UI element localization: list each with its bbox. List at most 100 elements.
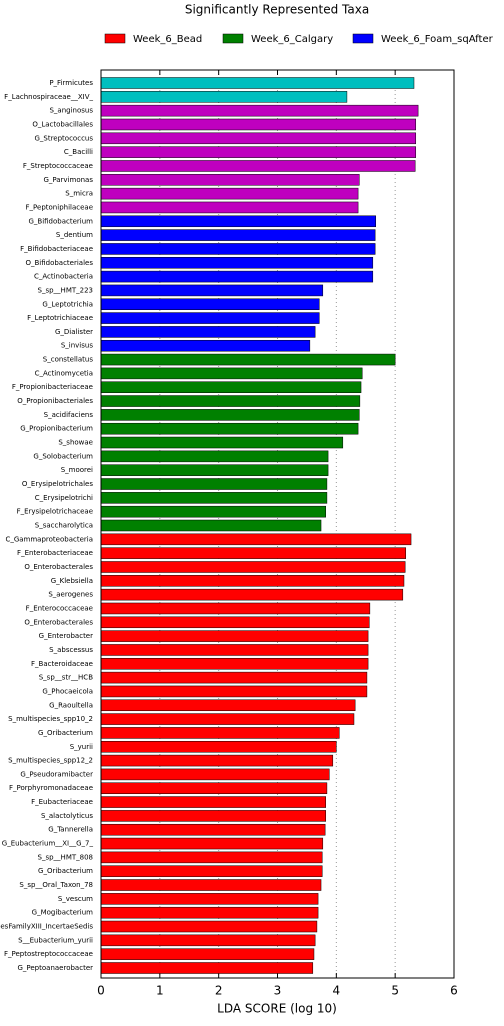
bar bbox=[100, 284, 324, 297]
y-tick-label: G_Oribacterium bbox=[38, 729, 93, 737]
bar bbox=[100, 270, 374, 283]
y-tick-label: F_Porphyromonadaceae bbox=[9, 784, 93, 792]
legend-swatch bbox=[222, 33, 244, 44]
y-tick-label: G_Oribacterium bbox=[38, 867, 93, 875]
y-tick-label: S_moorei bbox=[61, 466, 93, 474]
y-tick-label: F_Propionibacteriaceae bbox=[12, 383, 93, 391]
y-tick-label: S_sp__Oral_Taxon_78 bbox=[19, 881, 93, 889]
bar bbox=[100, 658, 369, 670]
y-tick-label: S_dentium bbox=[56, 231, 93, 239]
y-tick-label: O_Lactobacillales bbox=[32, 120, 93, 128]
y-tick-label: G_Propionibacterium bbox=[20, 425, 93, 433]
y-tick-label: F_Streptococcaceae bbox=[23, 162, 93, 170]
y-tick-label: F_Leptotrichiaceae bbox=[27, 314, 93, 322]
bar bbox=[100, 422, 359, 435]
x-tick-label: 2 bbox=[215, 984, 223, 998]
y-tick-label: F_Bifidobacteriaceae bbox=[20, 245, 93, 253]
bar bbox=[100, 865, 323, 877]
bar bbox=[100, 934, 316, 947]
y-tick-label: G_Peptoanaerobacter bbox=[17, 964, 93, 972]
bar bbox=[100, 948, 315, 960]
y-tick-label: S_sp__str__HCB bbox=[39, 674, 93, 682]
bar bbox=[100, 215, 377, 228]
y-tick-label: O_Bifidobacteriales bbox=[25, 259, 93, 267]
x-tick-label: 6 bbox=[450, 984, 458, 998]
legend-swatch bbox=[352, 33, 374, 44]
bar bbox=[100, 782, 328, 794]
y-tick-label: S__Eubacterium_yurii bbox=[18, 936, 93, 944]
bar bbox=[100, 478, 328, 490]
bar bbox=[100, 547, 407, 559]
bar bbox=[100, 644, 369, 656]
bar bbox=[100, 118, 417, 131]
bar bbox=[100, 77, 415, 89]
bar bbox=[100, 104, 419, 117]
y-tick-label: G_Eubacterium__XI__G_7_ bbox=[2, 840, 94, 848]
bar bbox=[100, 823, 326, 836]
bar bbox=[100, 146, 417, 158]
bar bbox=[100, 630, 369, 642]
y-tick-label: F_Peptoniphilaceae bbox=[26, 203, 93, 211]
legend-label: Week_6_Bead bbox=[133, 34, 202, 45]
y-tick-label: G_Phocaeicola bbox=[42, 687, 93, 695]
bar bbox=[100, 685, 368, 698]
bar bbox=[100, 671, 368, 684]
x-tick-label: 4 bbox=[333, 984, 341, 998]
y-tick-label: G_Streptococcus bbox=[34, 134, 93, 142]
y-tick-label: esFamilyXIII_IncertaeSedis bbox=[0, 923, 93, 931]
bar bbox=[100, 588, 404, 601]
bar bbox=[100, 519, 322, 532]
bar bbox=[100, 561, 406, 573]
y-tick-label: F_Enterococcaceae bbox=[26, 604, 93, 612]
bar bbox=[100, 837, 324, 850]
y-tick-label: C_Gammaproteobacteria bbox=[5, 535, 93, 543]
bar bbox=[100, 229, 376, 241]
y-tick-label: S_anginosus bbox=[49, 107, 93, 115]
y-tick-label: C_Actinobacteria bbox=[34, 273, 93, 281]
bar bbox=[100, 312, 320, 324]
y-tick-label: G_Bifidobacterium bbox=[28, 217, 93, 225]
y-tick-label: P_Firmicutes bbox=[49, 79, 93, 87]
bar bbox=[100, 796, 326, 808]
bar bbox=[100, 187, 359, 200]
bar bbox=[100, 201, 359, 214]
y-tick-label: F_Eubacteriaceae bbox=[31, 798, 93, 806]
y-tick-label: C_Erysipelotrichi bbox=[35, 494, 93, 502]
bar bbox=[100, 367, 363, 380]
y-tick-label: O_Propionibacteriales bbox=[17, 397, 93, 405]
bar bbox=[100, 243, 376, 255]
chart-title: Significantly Represented Taxa bbox=[185, 3, 369, 17]
bar bbox=[100, 893, 319, 905]
bar bbox=[100, 768, 330, 781]
bar bbox=[100, 616, 370, 629]
y-tick-label: G_Raoultella bbox=[49, 701, 93, 709]
y-tick-label: F_Enterobacteriaceae bbox=[17, 549, 93, 557]
bar bbox=[100, 906, 319, 919]
y-tick-label: F_Lachnospiraceae__XIV_ bbox=[4, 93, 93, 101]
bar bbox=[100, 851, 323, 864]
y-tick-label: S_invisus bbox=[61, 342, 93, 350]
bar bbox=[100, 741, 337, 753]
y-tick-label: S_yurii bbox=[70, 743, 93, 751]
bar bbox=[100, 257, 374, 269]
y-tick-label: S_acidifaciens bbox=[44, 411, 94, 419]
bar bbox=[100, 920, 318, 933]
bar bbox=[100, 602, 371, 615]
x-tick-label: 1 bbox=[156, 984, 164, 998]
bar bbox=[100, 713, 355, 725]
y-tick-label: S_alactolyticus bbox=[41, 812, 93, 820]
bar bbox=[100, 464, 329, 476]
bar bbox=[100, 575, 405, 587]
y-tick-label: S_multispecies_spp10_2 bbox=[8, 715, 93, 723]
bar bbox=[100, 160, 416, 172]
y-tick-label: S_multispecies_spp12_2 bbox=[8, 757, 93, 765]
bar bbox=[100, 754, 334, 767]
bar bbox=[100, 450, 329, 463]
y-tick-label: F_Bacteroidaceae bbox=[31, 660, 93, 668]
y-tick-label: S_abscessus bbox=[49, 646, 93, 654]
bar bbox=[100, 879, 322, 891]
y-tick-label: S_constellatus bbox=[43, 356, 94, 364]
y-tick-label: F_Erysipelotrichaceae bbox=[17, 508, 93, 516]
y-tick-label: S_aerogenes bbox=[48, 591, 93, 599]
